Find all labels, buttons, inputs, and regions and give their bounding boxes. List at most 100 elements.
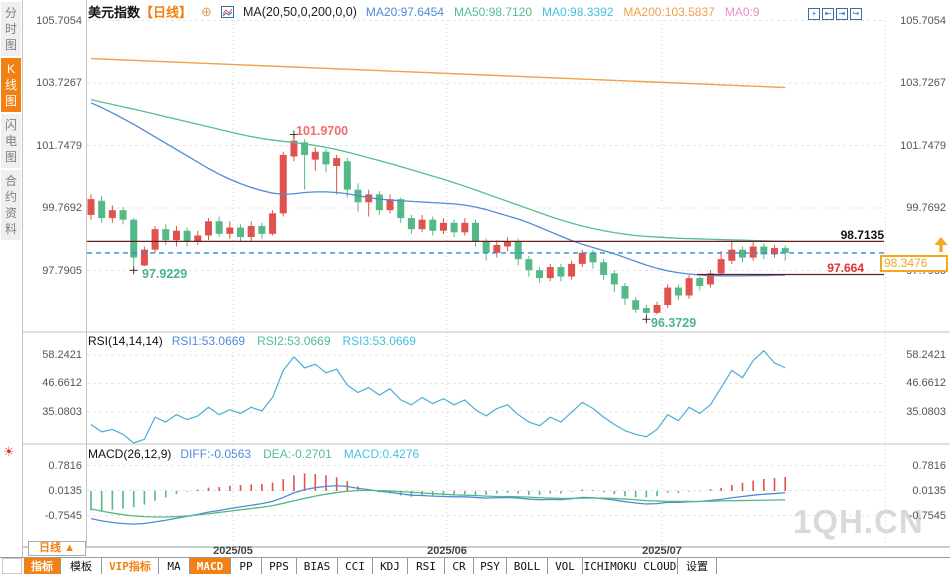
candle-body: [642, 308, 650, 313]
indicator-tab-MA[interactable]: MA: [159, 558, 190, 574]
candle-body: [610, 273, 618, 285]
candle-body: [172, 230, 180, 241]
indicator-tab-CCI[interactable]: CCI: [338, 558, 373, 574]
macd-axis-label-right: 0.7816: [912, 459, 946, 472]
indicator-tab-PPS[interactable]: PPS: [262, 558, 297, 574]
add-indicator-icon[interactable]: ⊕: [201, 3, 212, 19]
rsi-axis-label-right: 35.0803: [906, 405, 946, 418]
candle-body: [98, 200, 106, 219]
peak-price-label: 101.9700: [296, 124, 349, 138]
main-axis-label-left: 103.7267: [36, 77, 82, 89]
shift-left-icon[interactable]: ⇤: [822, 8, 834, 20]
candle-body: [738, 249, 746, 258]
candle-body: [504, 241, 512, 247]
candle-body: [333, 158, 341, 166]
candle-body: [493, 244, 501, 253]
resistance-level-label: 98.7135: [840, 228, 884, 242]
shift-right-icon[interactable]: ⇥: [836, 8, 848, 20]
macd-values-item: DIFF:-0.0563: [180, 447, 252, 461]
main-axis-label-left: 101.7479: [36, 139, 82, 152]
indicator-tab-VOL[interactable]: VOL: [548, 558, 583, 574]
chart-style-icon[interactable]: [220, 5, 234, 18]
ma-values-item: MA20:97.6454: [365, 4, 444, 19]
indicator-tab-CR[interactable]: CR: [445, 558, 474, 574]
indicator-tab-BOLL[interactable]: BOLL: [507, 558, 548, 574]
candle-body: [258, 225, 266, 234]
candle-body: [215, 221, 223, 234]
candle-body: [269, 213, 277, 234]
price-up-arrow-icon: [934, 237, 948, 245]
candle-body: [183, 230, 191, 242]
main-axis-label-left: 97.7905: [42, 264, 82, 277]
macd-readouts: DIFF:-0.0563 DEA:-0.2701 MACD:0.4276: [180, 447, 419, 461]
candle-body: [247, 225, 255, 238]
indicator-tab-指标[interactable]: 指标: [24, 558, 61, 574]
toolbar-blank-cell[interactable]: [2, 558, 22, 574]
sidebar-tab-闪电图[interactable]: 闪电图: [1, 114, 21, 168]
main-axis-label-left: 99.7692: [42, 202, 82, 214]
sidebar-tab-合约资料[interactable]: 合约资料: [1, 170, 21, 240]
indicator-tab-PSY[interactable]: PSY: [474, 558, 507, 574]
indicator-tab-KDJ[interactable]: KDJ: [373, 558, 408, 574]
rsi-axis-label-left: 58.2421: [42, 349, 82, 361]
candle-body: [482, 241, 490, 253]
candle-body: [301, 142, 309, 155]
indicator-tab-ICHIMOKU CLOUD[interactable]: ICHIMOKU CLOUD: [583, 558, 678, 574]
candle-body: [461, 222, 469, 233]
macd-axis-label-right: -0.7545: [908, 509, 946, 522]
macd-values-item: DEA:-0.2701: [263, 447, 332, 461]
candle-body: [226, 227, 234, 234]
rsi-readouts: RSI1:53.0669 RSI2:53.0669 RSI3:53.0669: [172, 334, 416, 348]
candle-body: [290, 140, 298, 157]
ma-formula: MA(20,50,0,200,0,0): [242, 4, 357, 19]
candle-body: [728, 249, 736, 261]
rsi-values-item: RSI1:53.0669: [171, 334, 246, 348]
rsi-line: [90, 350, 786, 444]
candle-body: [621, 286, 629, 299]
candle-body: [87, 199, 95, 215]
ma-values-item: MA0:9: [724, 4, 760, 19]
rsi-values-item: RSI2:53.0669: [257, 334, 331, 348]
candle-body: [471, 222, 479, 242]
sidebar-tab-分时图[interactable]: 分时图: [1, 2, 21, 56]
indicator-tab-设置[interactable]: 设置: [678, 558, 717, 574]
indicator-tab-MACD[interactable]: MACD: [190, 558, 231, 574]
ma-values-item: MA50:98.7120: [453, 4, 533, 19]
macd-diff-line: [90, 485, 786, 525]
rsi-header: RSI(14,14,14) RSI1:53.0669 RSI2:53.0669 RS…: [88, 334, 416, 348]
hot-indicator-icon[interactable]: ☀: [3, 444, 15, 459]
support-level-label: 97.664: [827, 261, 864, 275]
candle-body: [632, 300, 640, 310]
macd-axis-label-left: -0.7545: [44, 509, 82, 522]
candle-body: [140, 249, 148, 266]
main-axis-label-right: 105.7054: [900, 14, 946, 27]
period-tag[interactable]: 【日线】: [140, 5, 193, 20]
macd-title: MACD(26,12,9): [88, 447, 172, 461]
candle-body: [194, 235, 202, 242]
indicator-tab-RSI[interactable]: RSI: [408, 558, 445, 574]
restore-view-icon[interactable]: ↪: [850, 8, 862, 20]
indicator-tab-VIP指标[interactable]: VIP指标: [102, 558, 159, 574]
period-selector-arrow-icon: ▲: [64, 542, 75, 554]
candle-body: [237, 227, 245, 238]
candle-body: [600, 262, 608, 275]
pan-icon[interactable]: +: [808, 8, 820, 20]
symbol-title: 美元指数: [88, 5, 141, 20]
candle-body: [204, 221, 212, 236]
indicator-tab-BIAS[interactable]: BIAS: [297, 558, 338, 574]
candle-body: [557, 267, 565, 277]
candle-body: [439, 222, 447, 231]
indicator-tab-模板[interactable]: 模板: [61, 558, 102, 574]
candle-body: [706, 273, 714, 285]
indicator-tab-PP[interactable]: PP: [231, 558, 262, 574]
candle-body: [749, 246, 757, 258]
candle-body: [162, 229, 170, 241]
candle-body: [119, 210, 127, 220]
macd-axis-label-left: 0.7816: [48, 459, 82, 472]
period-selector[interactable]: 日线 ▲: [28, 541, 86, 556]
candle-body: [365, 194, 373, 203]
